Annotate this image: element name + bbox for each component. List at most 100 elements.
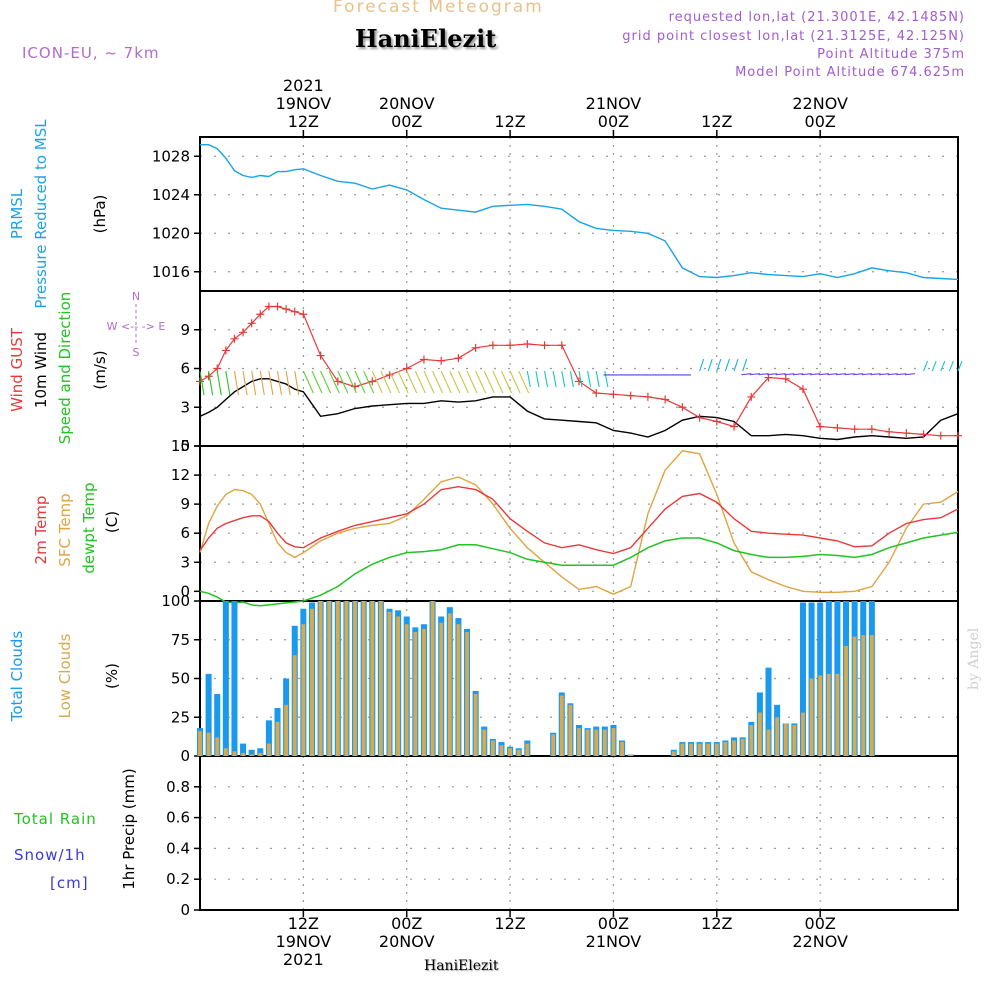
wind-direction-barb [457, 370, 469, 394]
x-day-label-top: 20NOV [379, 94, 435, 113]
wind-direction-barb [276, 370, 283, 396]
y-tick-label: 75 [171, 631, 190, 649]
low-cloud-bar [585, 729, 590, 756]
low-cloud-bar [740, 738, 745, 756]
wind-gust-point [643, 392, 652, 401]
wind-gust-point [661, 395, 670, 404]
wind-direction-barb [904, 373, 915, 376]
low-cloud-bar [258, 752, 263, 756]
wind-gust-point [273, 302, 282, 311]
wind-gust-point [239, 328, 248, 337]
wind-direction-barb [699, 358, 705, 372]
x-tick-label-bottom: 00Z [598, 914, 629, 933]
wind-label-3: Speed and Direction [56, 292, 74, 445]
temp-unit: (C) [103, 511, 121, 533]
wind-gust-point [506, 341, 515, 350]
wind-direction-barb [414, 370, 426, 394]
wind-direction-barb [242, 370, 248, 396]
low-cloud-bar [757, 712, 762, 756]
x-tick-label-bottom: 12Z [701, 914, 732, 933]
wind-gust-point [816, 422, 825, 431]
wind-direction-barb [302, 370, 314, 394]
wind-gust-point [333, 377, 342, 386]
wind-direction-barb [483, 370, 495, 394]
wind-direction-barb [552, 370, 557, 388]
wind-direction-barb [758, 373, 769, 376]
gridpoint-coords: grid point closest lon,lat (21.3125E, 42… [622, 29, 965, 44]
wind-direction-barb [587, 370, 592, 388]
low-cloud-bar [353, 601, 357, 756]
wind-direction-barb [225, 370, 231, 396]
snow-unit-label: [cm] [50, 874, 89, 892]
y-tick-label: 6 [180, 360, 190, 378]
wind-gust-point [902, 429, 911, 438]
wind-gust-point [454, 354, 463, 363]
dewpoint-line [199, 531, 959, 607]
low-cloud-bar [783, 723, 788, 756]
low-cloud-bar [826, 673, 831, 756]
compass-west-east: W <-- -> E [107, 320, 166, 333]
x-day-label-bottom: 22NOV [792, 932, 848, 951]
wind-gust-point [575, 377, 583, 386]
wind-direction-barb [844, 373, 855, 376]
y-tick-label: 0.2 [166, 870, 190, 888]
x-tick-label-top: 00Z [391, 112, 422, 131]
low-cloud-bar [516, 749, 521, 756]
y-tick-label: 100 [161, 592, 190, 610]
low-cloud-bar [723, 742, 728, 756]
wind-direction-barb [940, 360, 946, 372]
low-cloud-bar [559, 695, 564, 756]
wind-direction-barb [526, 370, 531, 388]
total-cloud-bar [222, 601, 229, 756]
y-tick-label: 1024 [152, 186, 190, 204]
panel-frame-precip [199, 755, 959, 911]
wind-direction-barb [268, 370, 274, 396]
wind-direction-barb [896, 373, 907, 376]
wind-direction-barb [449, 370, 461, 394]
wind-direction-barb [801, 373, 812, 376]
wind-speed-line [199, 378, 959, 441]
x-day-label-bottom: 20NOV [379, 932, 435, 951]
low-cloud-bar [714, 743, 719, 756]
low-cloud-bar [852, 636, 857, 756]
wind-direction-barb [861, 373, 872, 376]
wind-direction-barb [388, 370, 401, 394]
wind-direction-barb [380, 370, 392, 394]
low-cloud-bar [611, 728, 616, 756]
low-cloud-bar [198, 731, 202, 756]
low-cloud-bar [439, 622, 444, 756]
rain-label: Total Rain [13, 810, 97, 828]
x-day-label-top: 19NOV [276, 94, 332, 113]
low-cloud-bar [620, 742, 624, 756]
y-tick-label: 0 [180, 901, 190, 919]
compass-south: S [133, 346, 140, 359]
low-cloud-bar [284, 704, 289, 756]
wind-direction-barb [492, 370, 504, 394]
wind-unit: (m/s) [91, 350, 109, 389]
total-cloud-bar [765, 667, 772, 756]
wind-direction-barb [767, 373, 778, 376]
low-cloud-bar [318, 601, 323, 756]
x-tick-label-bottom: 00Z [391, 914, 422, 933]
temp-label-1: 2m Temp [32, 496, 50, 565]
low-cloud-bar [818, 675, 823, 756]
compass-north: N [132, 290, 140, 303]
wind-gust-point [540, 341, 549, 350]
low-cloud-bar [430, 601, 435, 756]
y-tick-label: 12 [171, 466, 190, 484]
wind-direction-barb [285, 370, 291, 396]
low-cloud-bar [447, 613, 452, 756]
wind-gust-point [936, 431, 945, 440]
wind-direction-barb [328, 370, 340, 394]
wind-direction-barb [923, 360, 929, 372]
x-tick-label-top: 12Z [288, 112, 319, 131]
low-cloud-bar [241, 752, 245, 756]
low-cloud-bar [422, 628, 426, 756]
low-cloud-bar [413, 632, 418, 756]
wind-gust-point [488, 341, 497, 350]
x-day-label-top: 22NOV [792, 94, 848, 113]
x-day-label-bottom: 19NOV [276, 932, 332, 951]
wind-gust-point [609, 390, 618, 399]
wind-gust-point [557, 341, 566, 350]
y-tick-label: 3 [180, 398, 190, 416]
